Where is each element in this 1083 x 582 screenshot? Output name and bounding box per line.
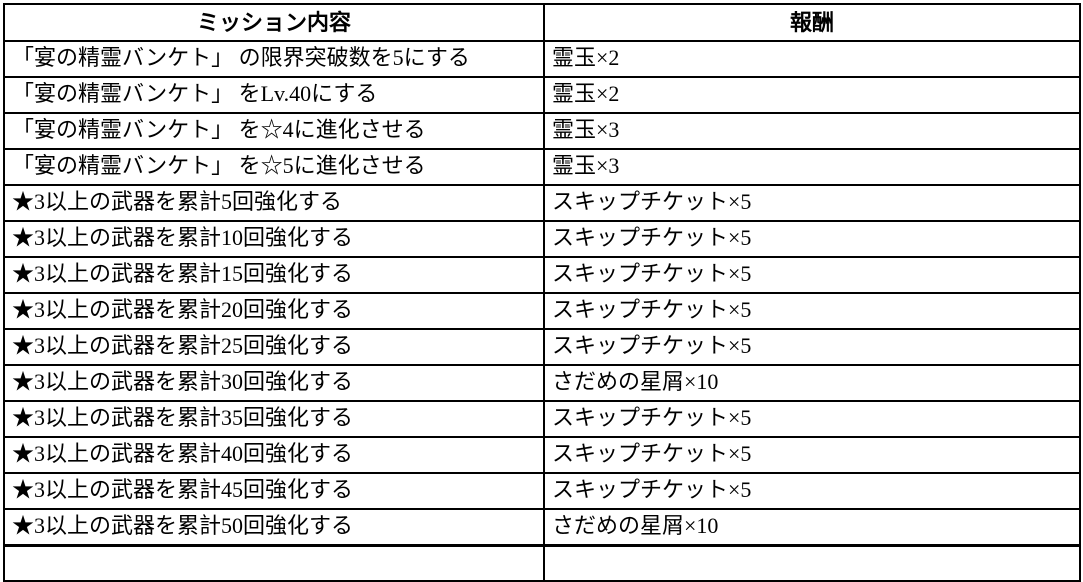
reward-cell: スキップチケット×5 — [543, 220, 1081, 258]
table-row: ★3以上の武器を累計15回強化する スキップチケット×5 — [3, 256, 1081, 294]
table-row: ★3以上の武器を累計10回強化する スキップチケット×5 — [3, 220, 1081, 258]
reward-cell: スキップチケット×5 — [543, 472, 1081, 510]
reward-cell: 霊玉×3 — [543, 148, 1081, 186]
mission-cell: ★3以上の武器を累計25回強化する — [3, 328, 545, 366]
table-row: ★3以上の武器を累計35回強化する スキップチケット×5 — [3, 400, 1081, 438]
table-row: ★3以上の武器を累計20回強化する スキップチケット×5 — [3, 292, 1081, 330]
reward-cell: 霊玉×3 — [543, 112, 1081, 150]
reward-cell: 霊玉×2 — [543, 40, 1081, 78]
table-row: ★3以上の武器を累計45回強化する スキップチケット×5 — [3, 472, 1081, 510]
table-row: ★3以上の武器を累計40回強化する スキップチケット×5 — [3, 436, 1081, 474]
table-row: 「宴の精霊バンケト」 をLv.40にする 霊玉×2 — [3, 76, 1081, 114]
table-row: 「宴の精霊バンケト」 を☆5に進化させる 霊玉×3 — [3, 148, 1081, 186]
mission-reward-table-container: ミッション内容 報酬 「宴の精霊バンケト」 の限界突破数を5にする 霊玉×2 「宴の… — [3, 3, 1081, 582]
mission-cell: ★3以上の武器を累計35回強化する — [3, 400, 545, 438]
mission-cell: ★3以上の武器を累計40回強化する — [3, 436, 545, 474]
mission-cell: 「宴の精霊バンケト」 をLv.40にする — [3, 76, 545, 114]
partial-clipped-row — [3, 544, 1081, 582]
table-row: ★3以上の武器を累計50回強化する さだめの星屑×10 — [3, 508, 1081, 547]
mission-cell: 「宴の精霊バンケト」 を☆4に進化させる — [3, 112, 545, 150]
reward-cell — [543, 544, 1081, 582]
reward-cell: スキップチケット×5 — [543, 292, 1081, 330]
reward-cell: スキップチケット×5 — [543, 256, 1081, 294]
mission-cell: 「宴の精霊バンケト」 の限界突破数を5にする — [3, 40, 545, 78]
mission-cell — [3, 544, 545, 582]
column-header-mission: ミッション内容 — [3, 3, 545, 42]
mission-cell: ★3以上の武器を累計50回強化する — [3, 508, 545, 547]
reward-cell: スキップチケット×5 — [543, 436, 1081, 474]
mission-cell: ★3以上の武器を累計5回強化する — [3, 184, 545, 222]
mission-cell: 「宴の精霊バンケト」 を☆5に進化させる — [3, 148, 545, 186]
mission-cell: ★3以上の武器を累計30回強化する — [3, 364, 545, 402]
reward-cell: スキップチケット×5 — [543, 328, 1081, 366]
reward-cell: 霊玉×2 — [543, 76, 1081, 114]
table-row: 「宴の精霊バンケト」 の限界突破数を5にする 霊玉×2 — [3, 40, 1081, 78]
table-row: ★3以上の武器を累計30回強化する さだめの星屑×10 — [3, 364, 1081, 402]
mission-cell: ★3以上の武器を累計45回強化する — [3, 472, 545, 510]
reward-cell: スキップチケット×5 — [543, 184, 1081, 222]
table-row: ★3以上の武器を累計25回強化する スキップチケット×5 — [3, 328, 1081, 366]
column-header-reward: 報酬 — [543, 3, 1081, 42]
header-row: ミッション内容 報酬 — [3, 3, 1081, 42]
reward-cell: スキップチケット×5 — [543, 400, 1081, 438]
mission-cell: ★3以上の武器を累計10回強化する — [3, 220, 545, 258]
mission-cell: ★3以上の武器を累計15回強化する — [3, 256, 545, 294]
table-body: 「宴の精霊バンケト」 の限界突破数を5にする 霊玉×2 「宴の精霊バンケト」 をLv… — [3, 40, 1081, 582]
reward-cell: さだめの星屑×10 — [543, 508, 1081, 547]
mission-reward-table: ミッション内容 報酬 「宴の精霊バンケト」 の限界突破数を5にする 霊玉×2 「宴の… — [3, 3, 1081, 582]
table-row: 「宴の精霊バンケト」 を☆4に進化させる 霊玉×3 — [3, 112, 1081, 150]
mission-cell: ★3以上の武器を累計20回強化する — [3, 292, 545, 330]
table-row: ★3以上の武器を累計5回強化する スキップチケット×5 — [3, 184, 1081, 222]
reward-cell: さだめの星屑×10 — [543, 364, 1081, 402]
